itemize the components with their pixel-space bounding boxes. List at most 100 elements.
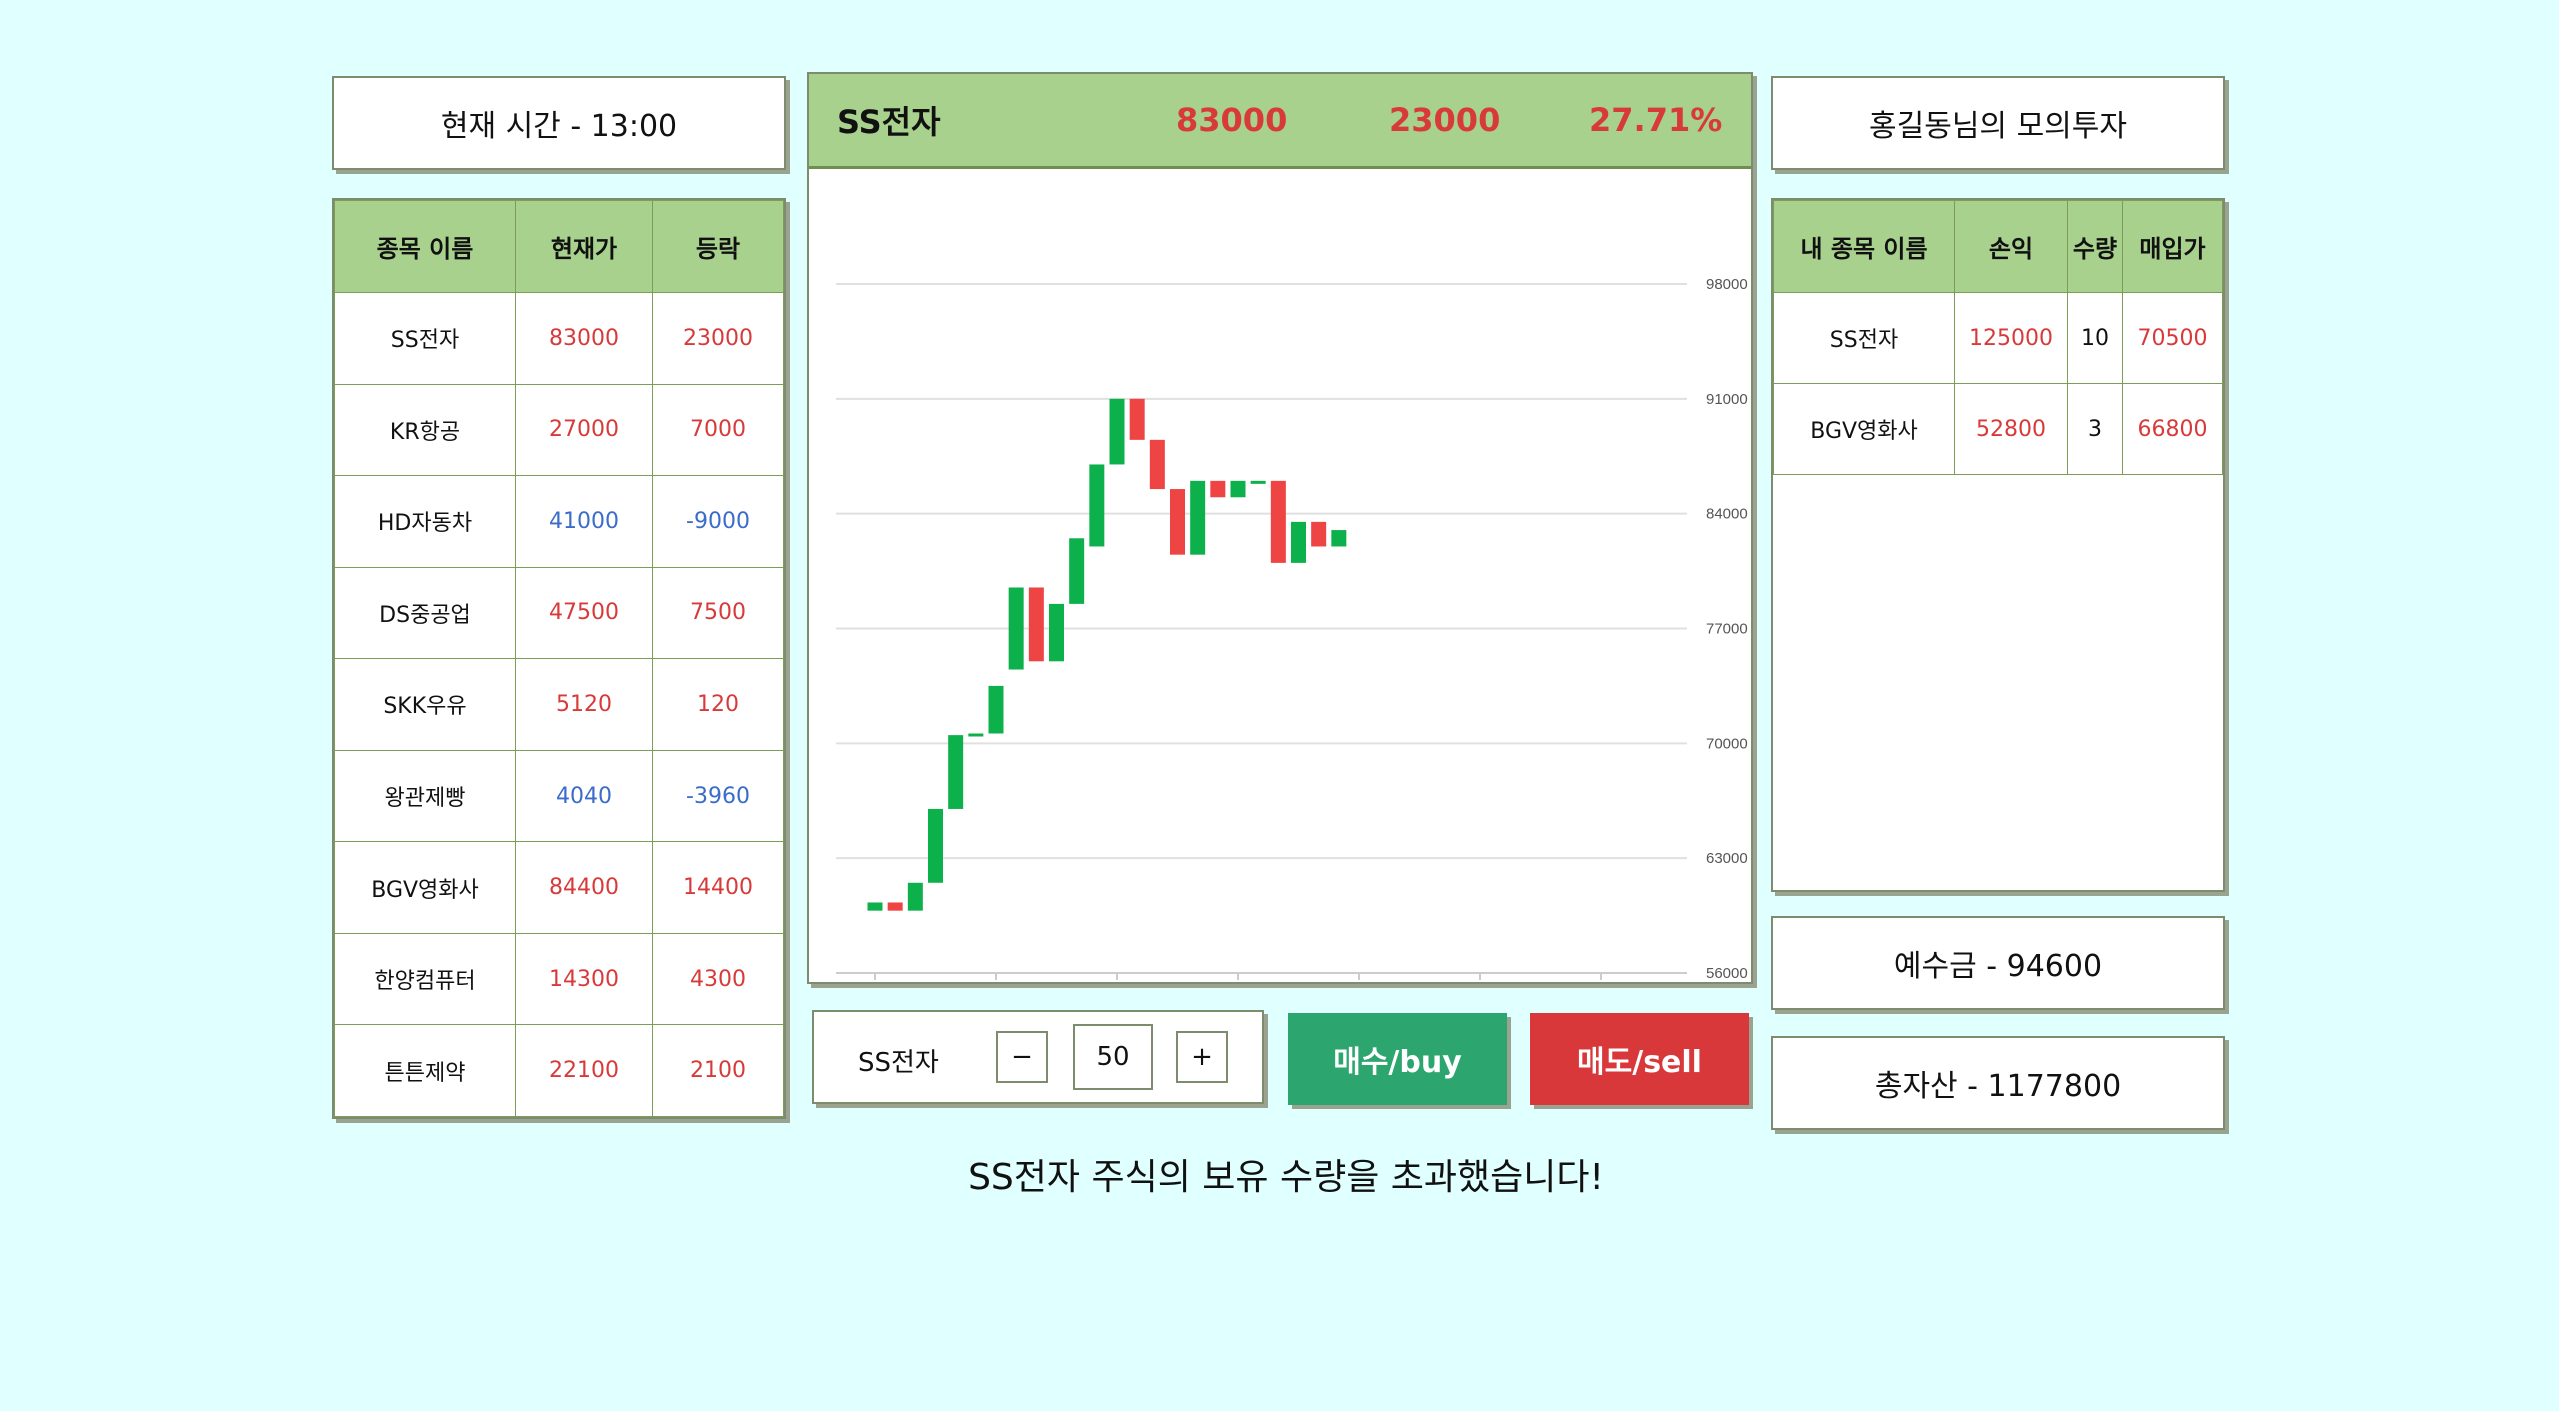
stock-row[interactable]: SKK우유 5120 120 [334,658,784,751]
holding-avg-price: 70500 [2122,292,2223,384]
candle [1230,480,1246,498]
stock-change: 23000 [652,292,784,385]
stock-name: DS중공업 [334,566,516,660]
holding-avg-price: 66800 [2122,383,2223,475]
sell-button-label: 매도/sell [1577,1045,1702,1080]
plus-icon: + [1191,1042,1213,1072]
candle [1028,587,1044,662]
header-avg-price: 매입가 [2122,200,2223,293]
stock-name: 튼튼제약 [334,1024,516,1117]
deposit-box: 예수금 - 94600 [1771,916,2225,1010]
chart-panel: SS전자 83000 23000 27.71% 98000 91000 84000 7… [807,72,1753,984]
candle [1129,398,1145,440]
stock-name: 한양컴퓨터 [334,932,516,1026]
chart-header: SS전자 83000 23000 27.71% [809,74,1751,169]
y-tick-label: 56000 [1706,965,1748,982]
holding-quantity: 3 [2067,383,2123,475]
quantity-value: 50 [1096,1042,1130,1072]
stock-price: 14300 [515,932,653,1026]
stock-price: 4040 [515,749,653,843]
stock-price: 5120 [515,658,653,751]
candle [907,882,923,911]
candle [948,735,964,809]
trade-stock-name: SS전자 [858,1048,939,1078]
holding-pnl: 52800 [1954,383,2068,475]
candle [1311,521,1327,547]
chart-percent: 27.71% [1589,101,1723,139]
candle [1149,439,1165,490]
stock-row[interactable]: DS중공업 47500 7500 [334,566,784,660]
app-title-box: 홍길동님의 모의투자 [1771,76,2225,170]
stock-name: SKK우유 [334,658,516,751]
stock-row[interactable]: HD자동차 41000 -9000 [334,475,784,568]
stock-list-table: 종목 이름 현재가 등락 SS전자 83000 23000 KR항공 27000 7000… [332,198,786,1119]
holding-row[interactable]: BGV영화사 52800 3 66800 [1773,383,2223,475]
header-price: 현재가 [515,200,653,293]
stock-price: 47500 [515,566,653,660]
candle [1331,530,1347,547]
header-change: 등락 [652,200,784,293]
quantity-input[interactable]: 50 [1073,1024,1153,1090]
stock-change: 4300 [652,932,784,1026]
candle [968,733,984,737]
stock-row[interactable]: 튼튼제약 22100 2100 [334,1024,784,1117]
y-tick-label: 84000 [1706,506,1748,523]
stock-price: 83000 [515,292,653,385]
alert-message: SS전자 주식의 보유 수량을 초과했습니다! [968,1157,1604,1198]
chart-change: 23000 [1389,101,1501,139]
app-title: 홍길동님의 모의투자 [1869,109,2127,144]
total-assets-label: 총자산 - 1177800 [1874,1069,2122,1104]
header-pnl: 손익 [1954,200,2068,293]
trade-control-box: SS전자 − 50 + [812,1010,1264,1104]
stock-change: 14400 [652,841,784,934]
holdings-header-row: 내 종목 이름 손익 수량 매입가 [1773,200,2223,293]
candle [1008,587,1024,670]
holding-pnl: 125000 [1954,292,2068,384]
increase-quantity-button[interactable]: + [1176,1031,1228,1083]
buy-button[interactable]: 매수/buy [1288,1013,1507,1105]
candle [928,808,943,883]
stock-name: KR항공 [334,383,516,477]
sell-button[interactable]: 매도/sell [1530,1013,1749,1105]
candle [1069,538,1085,604]
candle [1190,480,1206,555]
stock-row[interactable]: 왕관제빵 4040 -3960 [334,749,784,843]
deposit-label: 예수금 - 94600 [1893,949,2103,984]
header-quantity: 수량 [2067,200,2123,293]
minus-icon: − [1011,1042,1033,1072]
stock-table-header-row: 종목 이름 현재가 등락 [334,200,784,293]
candle [1089,464,1105,547]
candle [1270,480,1286,563]
stock-name: HD자동차 [334,475,516,568]
header-stock-name: 종목 이름 [334,200,516,293]
stock-row[interactable]: 한양컴퓨터 14300 4300 [334,932,784,1026]
stock-row[interactable]: BGV영화사 84400 14400 [334,841,784,934]
stock-price: 22100 [515,1024,653,1117]
stock-change: -3960 [652,749,784,843]
holding-row[interactable]: SS전자 125000 10 70500 [1773,292,2223,384]
decrease-quantity-button[interactable]: − [996,1031,1048,1083]
candlestick-chart: 9800091000840007700070000630005600009:00… [836,276,1748,982]
candle [1109,398,1125,465]
buy-button-label: 매수/buy [1333,1045,1462,1080]
stock-price: 41000 [515,475,653,568]
y-tick-label: 91000 [1706,391,1748,408]
stock-change: 7500 [652,566,784,660]
candle [1250,480,1266,484]
stock-name: SS전자 [334,292,516,385]
header-my-stock-name: 내 종목 이름 [1773,200,1955,293]
holding-name: BGV영화사 [1773,383,1955,475]
stock-name: BGV영화사 [334,841,516,934]
y-tick-label: 98000 [1706,276,1748,293]
y-tick-label: 63000 [1706,850,1748,867]
stock-row[interactable]: SS전자 83000 23000 [334,292,784,385]
stock-change: 2100 [652,1024,784,1117]
holding-quantity: 10 [2067,292,2123,384]
stock-price: 27000 [515,383,653,477]
stock-row[interactable]: KR항공 27000 7000 [334,383,784,477]
current-time-box: 현재 시간 - 13:00 [332,76,786,170]
chart-current-price: 83000 [1176,101,1288,139]
holding-name: SS전자 [1773,292,1955,384]
y-tick-label: 70000 [1706,735,1748,752]
stock-change: -9000 [652,475,784,568]
